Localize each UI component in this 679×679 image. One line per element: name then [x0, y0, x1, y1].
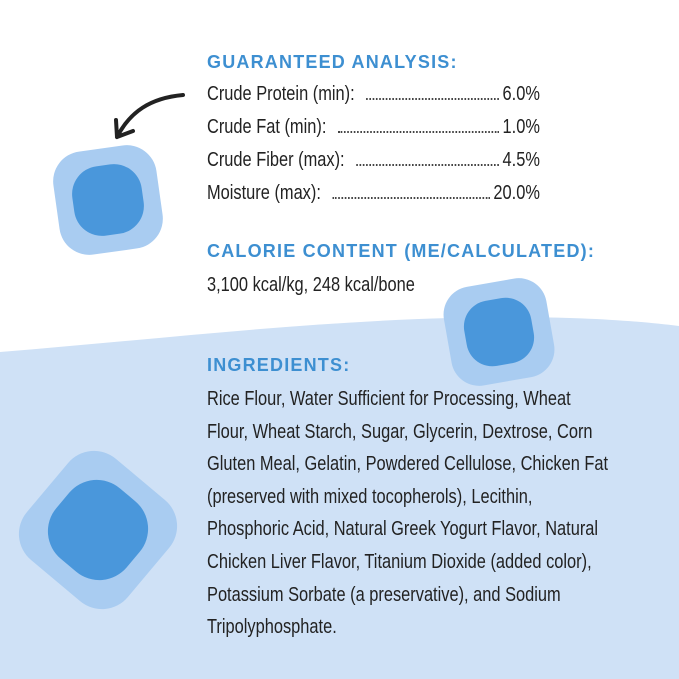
nutrient-label: Crude Protein (min): — [207, 83, 355, 105]
ingredients-line: Potassium Sorbate (a preservative), and … — [207, 583, 561, 606]
dot-leader — [337, 131, 500, 133]
analysis-row: Crude Protein (min): 6.0% — [207, 83, 540, 116]
nutrient-value: 6.0% — [502, 83, 540, 105]
ingredients-line: Phosphoric Acid, Natural Greek Yogurt Fl… — [207, 518, 599, 541]
ingredients-text: Rice Flour, Water Sufficient for Process… — [207, 388, 608, 649]
dot-leader — [332, 197, 491, 199]
ingredients-line: Tripolyphosphate. — [207, 616, 337, 639]
dot-leader — [356, 164, 500, 166]
nutrient-value: 4.5% — [502, 149, 540, 171]
treat-icon — [18, 450, 178, 610]
ingredients-line: Rice Flour, Water Sufficient for Process… — [207, 388, 571, 410]
nutrient-value: 20.0% — [493, 182, 540, 204]
analysis-row: Crude Fat (min): 1.0% — [207, 116, 540, 149]
treat-icon — [53, 145, 163, 255]
analysis-row: Moisture (max): 20.0% — [207, 182, 540, 215]
arrow — [114, 93, 185, 139]
background-wave — [0, 317, 679, 679]
ingredients-line: Flour, Wheat Starch, Sugar, Glycerin, De… — [207, 420, 593, 443]
ingredients-line: Gluten Meal, Gelatin, Powdered Cellulose… — [207, 453, 609, 476]
treat-icon — [443, 278, 555, 386]
nutrient-label: Crude Fiber (max): — [207, 149, 345, 171]
dot-leader — [366, 98, 500, 100]
ingredients-line: Chicken Liver Flavor, Titanium Dioxide (… — [207, 550, 592, 573]
analysis-row: Crude Fiber (max): 4.5% — [207, 149, 540, 182]
heading: CALORIE CONTENT (ME/CALCULATED): — [207, 241, 596, 261]
heading: GUARANTEED ANALYSIS: — [207, 52, 458, 72]
calorie-text: 3,100 kcal/kg, 248 kcal/bone — [207, 274, 415, 296]
nutrient-label: Moisture (max): — [207, 182, 321, 204]
nutrient-label: Crude Fat (min): — [207, 116, 327, 138]
ingredients-line: (preserved with mixed tocopherols), Leci… — [207, 485, 533, 508]
analysis-list: Crude Protein (min): 6.0% Crude Fat (min):… — [207, 83, 540, 215]
nutrient-value: 1.0% — [502, 116, 540, 138]
heading: INGREDIENTS: — [207, 355, 351, 375]
